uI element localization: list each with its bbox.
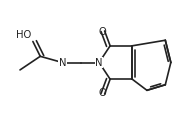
Text: O: O: [99, 88, 107, 98]
Text: N: N: [59, 58, 66, 68]
Text: N: N: [95, 58, 103, 68]
Text: O: O: [99, 27, 107, 37]
Text: HO: HO: [16, 30, 31, 40]
